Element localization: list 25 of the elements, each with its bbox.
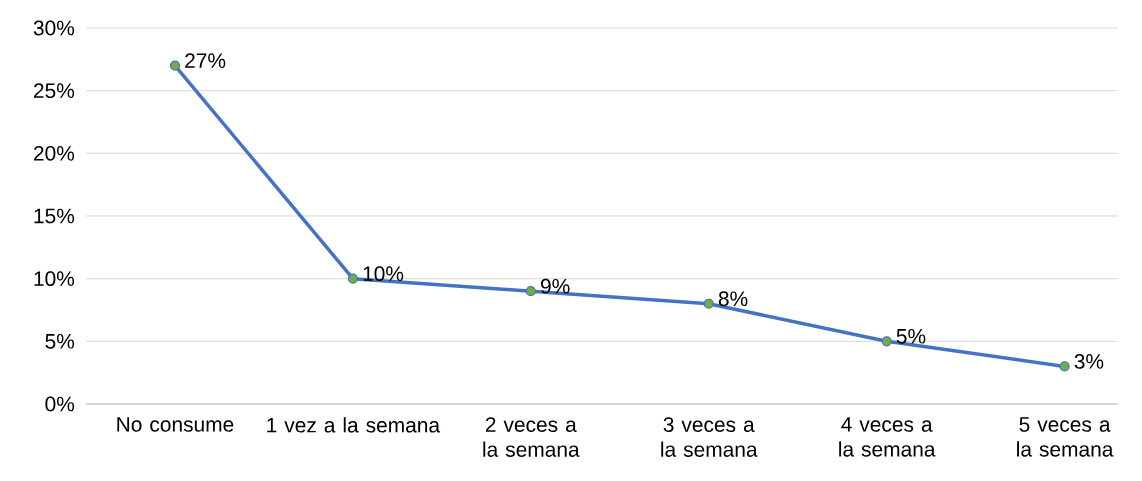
- point: [169, 60, 181, 71]
- point: [881, 336, 892, 347]
- x-tick-label: 1 vez a la semana: [267, 417, 441, 433]
- x-tick-label: 5 veces a la semana: [1017, 417, 1114, 457]
- data-label: 5%: [896, 328, 926, 344]
- x-tick-label: 4 veces a la semana: [839, 417, 936, 457]
- y-tick-label: 15%: [34, 208, 75, 224]
- data-label: 9%: [540, 278, 570, 294]
- y-tick-label: 30%: [33, 20, 75, 36]
- x-tick-label: 3 veces a la semana: [661, 417, 758, 457]
- point: [525, 286, 536, 297]
- x-tick-label: 2 veces a la semana: [483, 417, 580, 457]
- point: [703, 298, 714, 309]
- y-tick-label: 10%: [34, 271, 75, 287]
- point: [347, 273, 358, 284]
- data-label: 27%: [185, 53, 226, 68]
- y-tick-label: 5%: [45, 333, 75, 349]
- y-tick-label: 20%: [34, 145, 75, 161]
- y-tick-label: 0%: [45, 396, 75, 412]
- data-label: 10%: [363, 266, 404, 282]
- point: [1059, 361, 1070, 372]
- y-tick-label: 25%: [34, 83, 75, 99]
- x-tick-label: No consume: [117, 417, 234, 432]
- data-label: 8%: [718, 291, 748, 307]
- data-label: 3%: [1074, 353, 1104, 369]
